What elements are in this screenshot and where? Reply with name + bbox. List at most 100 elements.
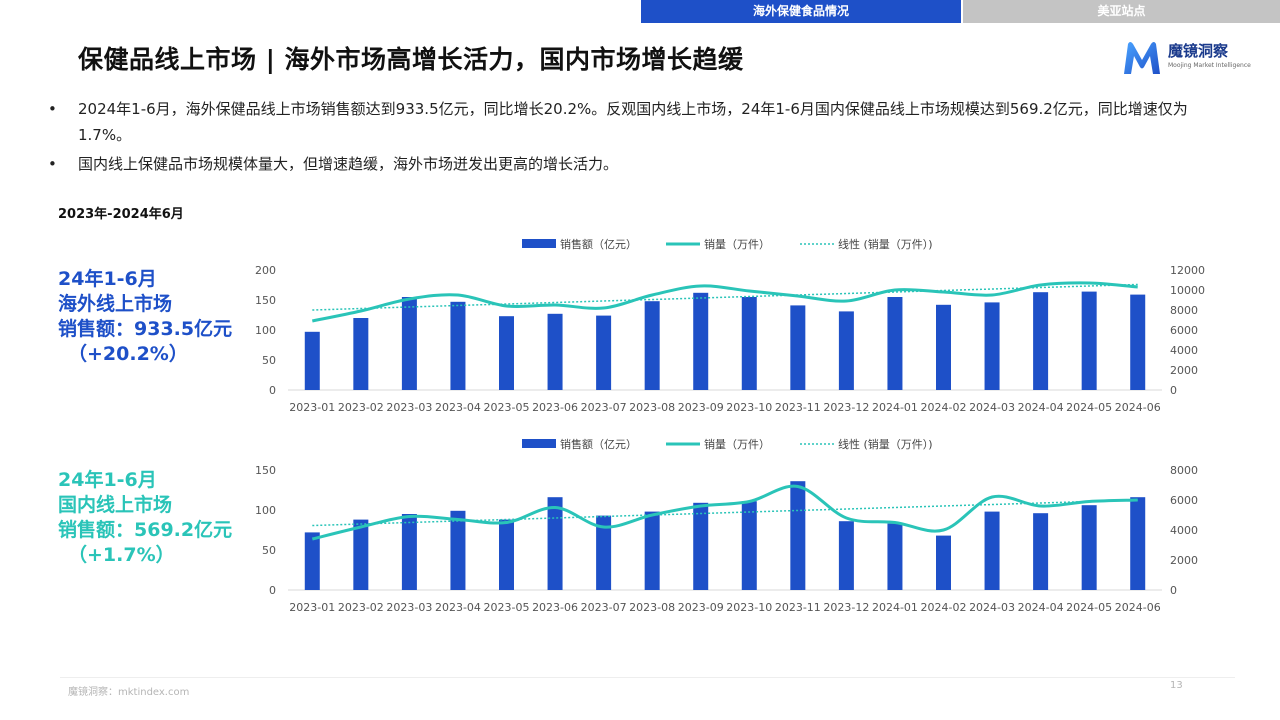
overseas-y-right-tick: 2000 [1170,364,1198,377]
overseas-bar [693,292,709,390]
domestic-y-right-tick: 6000 [1170,494,1198,507]
domestic-bar [304,532,320,590]
domestic-y-right-tick: 4000 [1170,524,1198,537]
overseas-line-series [311,281,1138,323]
overseas-x-tick: 2023-11 [775,401,821,414]
tab-overseas-health-food[interactable]: 海外保健食品情况 [641,0,961,23]
domestic-x-tick: 2023-11 [775,601,821,614]
overseas-bar [547,313,563,390]
overseas-x-tick: 2023-04 [435,401,481,414]
overseas-y-right-tick: 8000 [1170,304,1198,317]
domestic-x-tick: 2024-04 [1018,601,1064,614]
overseas-x-tick: 2023-03 [386,401,432,414]
domestic-stat-sales: 销售额：569.2亿元 [58,519,233,541]
overseas-bar [401,297,417,390]
domestic-y-left-tick: 50 [262,544,276,557]
domestic-legend-bar-swatch [522,439,556,448]
domestic-stat-block: 24年1-6月 国内线上市场 销售额：569.2亿元 （+1.7%） [58,468,232,568]
page-title: 保健品线上市场 | 海外市场高增长活力，国内市场增长趋缓 [78,45,744,74]
domestic-y-left-tick: 100 [255,504,276,517]
top-nav-tabs: 海外保健食品情况 美亚站点 [641,0,1280,23]
domestic-x-tick: 2023-08 [629,601,675,614]
overseas-bar [353,318,369,390]
brand-logo: 魔镜洞察 Moojing Market Intelligence [1120,38,1270,78]
overseas-bar [1033,292,1049,390]
domestic-sales-chart: 销售额（亿元） 销量（万件） 线性 (销量（万件）) 0 50 100 150 0 2000 40… [255,437,1198,614]
overseas-y-left-tick: 100 [255,324,276,337]
page-number: 13 [1170,680,1183,691]
domestic-x-tick: 2023-01 [289,601,335,614]
overseas-bar [984,302,1000,390]
domestic-x-tick: 2024-02 [921,601,967,614]
overseas-y-left-tick: 0 [269,384,276,397]
domestic-bar [790,481,806,590]
tab-us-site[interactable]: 美亚站点 [963,0,1280,23]
overseas-y-right-tick: 6000 [1170,324,1198,337]
overseas-legend-bar-label: 销售额（亿元） [560,237,637,251]
overseas-x-tick: 2023-05 [484,401,530,414]
domestic-bar [1130,497,1146,590]
period-label: 2023年-2024年6月 [58,207,184,222]
overseas-legend-trend-label: 线性 (销量（万件）) [838,237,933,251]
domestic-x-tick: 2024-06 [1115,601,1161,614]
domestic-y-left-tick: 0 [269,584,276,597]
logo-m-icon [1124,42,1160,74]
domestic-bar [499,519,514,590]
overseas-bar [936,304,951,390]
domestic-bar [450,510,466,590]
overseas-bar [596,315,612,390]
overseas-x-tick: 2024-01 [872,401,918,414]
domestic-bar [401,514,417,590]
overseas-y-right-tick: 4000 [1170,344,1198,357]
overseas-bar [790,305,806,390]
domestic-bar [547,497,563,590]
overseas-x-tick: 2023-12 [823,401,869,414]
domestic-legend-bar-label: 销售额（亿元） [560,437,637,451]
overseas-y-right-tick: 12000 [1170,264,1205,277]
domestic-x-tick: 2023-06 [532,601,578,614]
domestic-x-tick: 2023-02 [338,601,384,614]
domestic-bar [741,501,757,590]
domestic-y-right-tick: 8000 [1170,464,1198,477]
overseas-stat-market: 海外线上市场 [58,293,173,315]
footer-source: 魔镜洞察：mktindex.com [68,687,190,698]
domestic-x-tick: 2023-09 [678,601,724,614]
domestic-x-tick: 2024-01 [872,601,918,614]
domestic-x-tick: 2023-12 [823,601,869,614]
overseas-stat-period: 24年1-6月 [58,268,157,290]
overseas-legend-bar-swatch [522,239,556,248]
domestic-bar [693,502,709,590]
overseas-x-tick: 2023-01 [289,401,335,414]
domestic-bar [887,523,903,590]
summary-bullets: • 2024年1-6月，海外保健品线上市场销售额达到933.5亿元，同比增长20.… [48,96,1228,180]
logo-subtitle: Moojing Market Intelligence [1168,62,1251,69]
overseas-bar [304,331,320,390]
overseas-bar [450,301,466,390]
footer-divider [60,677,1235,678]
bullet-text: 2024年1-6月，海外保健品线上市场销售额达到933.5亿元，同比增长20.2… [78,100,1188,144]
domestic-y-right-tick: 0 [1170,584,1177,597]
overseas-stat-block: 24年1-6月 海外线上市场 销售额：933.5亿元 （+20.2%） [58,267,232,367]
domestic-x-tick: 2023-03 [386,601,432,614]
domestic-stat-growth: （+1.7%） [68,544,175,566]
domestic-line-series [311,484,1138,541]
overseas-bar [887,297,903,390]
bullet-text: 国内线上保健品市场规模体量大，但增速趋缓，海外市场迸发出更高的增长活力。 [78,155,619,173]
domestic-bar [644,511,660,590]
domestic-x-tick: 2023-07 [581,601,627,614]
overseas-x-tick: 2024-03 [969,401,1015,414]
overseas-x-tick: 2024-02 [921,401,967,414]
domestic-y-right-tick: 2000 [1170,554,1198,567]
overseas-bar [838,311,854,390]
domestic-bar [838,521,854,590]
overseas-y-left-tick: 50 [262,354,276,367]
overseas-x-tick: 2023-08 [629,401,675,414]
overseas-x-tick: 2024-06 [1115,401,1161,414]
overseas-x-tick: 2023-10 [726,401,772,414]
overseas-y-right-tick: 10000 [1170,284,1205,297]
overseas-bar [1081,291,1097,390]
domestic-legend-line-label: 销量（万件） [704,437,770,451]
overseas-bar [644,301,660,390]
domestic-x-tick: 2023-05 [484,601,530,614]
overseas-x-tick: 2023-06 [532,401,578,414]
